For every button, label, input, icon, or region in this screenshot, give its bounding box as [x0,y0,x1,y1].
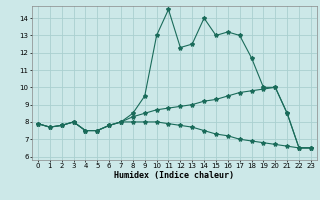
X-axis label: Humidex (Indice chaleur): Humidex (Indice chaleur) [115,171,234,180]
